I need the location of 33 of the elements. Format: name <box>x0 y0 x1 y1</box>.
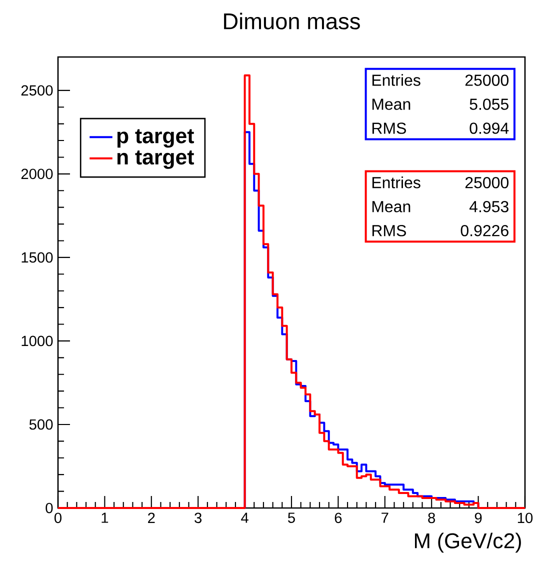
annotation: 0.994 <box>470 122 509 134</box>
y-tick-label: 2000 <box>21 168 53 180</box>
x-tick-label: 3 <box>194 512 202 524</box>
annotation: RMS <box>372 122 406 134</box>
x-tick-label: 7 <box>382 512 388 523</box>
x-tick-label: 1 <box>102 512 108 523</box>
annotation: RMS <box>372 224 406 236</box>
annotation: 5.055 <box>470 98 508 110</box>
x-tick-label: 0 <box>54 512 62 524</box>
annotation: 25000 <box>465 176 509 188</box>
x-tick-label: 9 <box>474 512 482 524</box>
y-tick-label: 1000 <box>22 336 53 346</box>
x-tick-label: 5 <box>288 512 295 523</box>
y-tick-label: 0 <box>46 502 53 514</box>
x-axis-title: M (GeV/c2) <box>414 532 521 553</box>
x-tick-label: 4 <box>241 512 248 523</box>
x-tick-label: 2 <box>148 512 155 523</box>
annotation: 25000 <box>465 74 509 86</box>
y-tick-label: 1500 <box>22 252 53 263</box>
legend-label: p target <box>117 129 194 148</box>
chart-title: Dimuon mass <box>224 12 360 30</box>
y-tick-label: 500 <box>29 419 53 430</box>
x-tick-label: 10 <box>518 512 533 524</box>
annotation: 0.9226 <box>460 224 508 236</box>
x-tick-label: 8 <box>428 512 436 524</box>
y-tick-label: 2500 <box>21 85 53 96</box>
annotation: Entries <box>372 176 420 188</box>
legend-label: n target <box>117 150 194 169</box>
annotation: Mean <box>372 98 410 110</box>
x-tick-label: 6 <box>334 512 342 524</box>
annotation: 4.953 <box>469 200 508 212</box>
annotation: Mean <box>372 201 410 212</box>
annotation: Entries <box>372 74 420 86</box>
